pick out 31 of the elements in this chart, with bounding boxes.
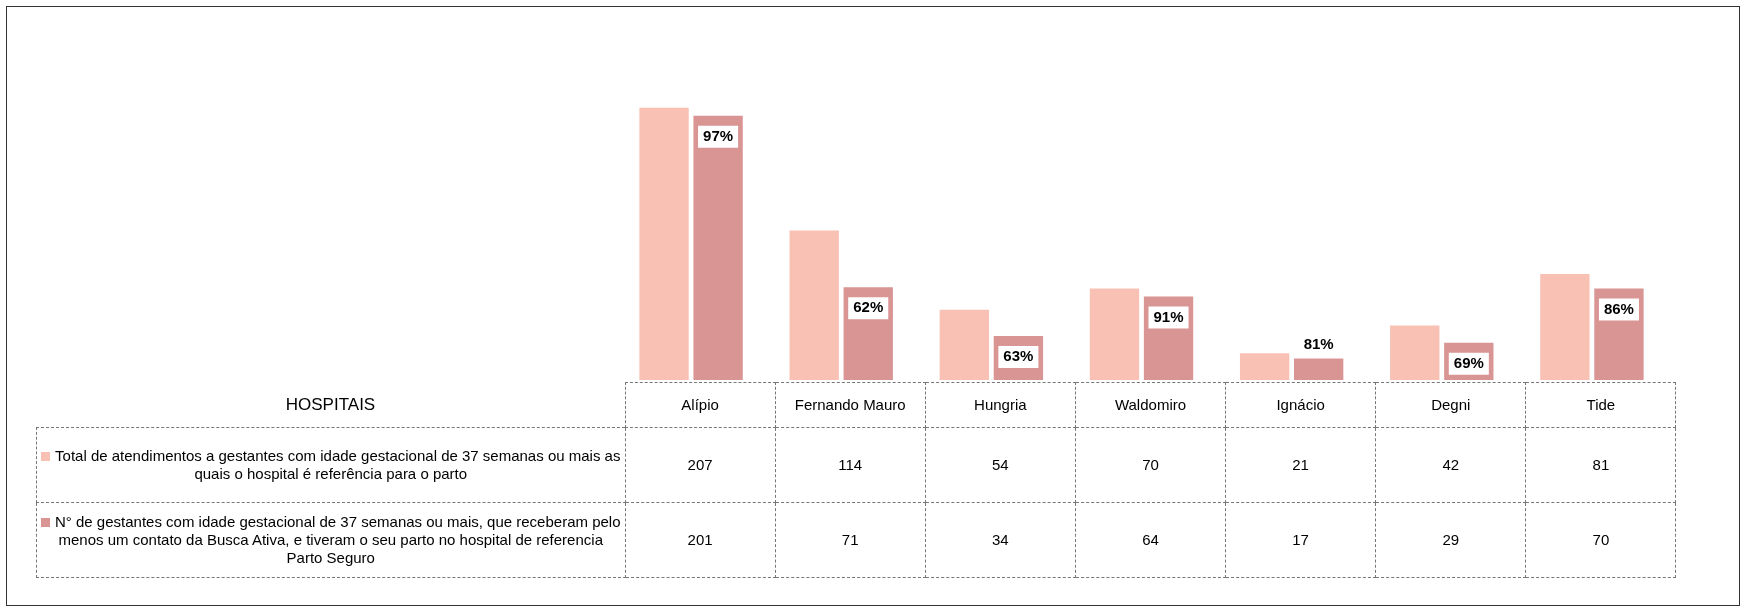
legend-label: Total de atendimentos a gestantes com idade gestacional de 37 semanas ou mais as quais o hospital é referência para o parto bbox=[36, 427, 625, 502]
x-tick-label: Ignácio bbox=[1225, 382, 1376, 427]
data-label: 207 bbox=[625, 427, 776, 502]
annotation: 62% bbox=[853, 298, 884, 316]
x-tick-label: Fernando Mauro bbox=[775, 382, 926, 427]
x-tick-label: Alípio bbox=[625, 382, 776, 427]
data-label: 114 bbox=[775, 427, 926, 502]
data-label: 71 bbox=[775, 502, 926, 577]
x-tick-label: Degni bbox=[1375, 382, 1526, 427]
annotation: 69% bbox=[1453, 353, 1484, 371]
data-label: 64 bbox=[1075, 502, 1226, 577]
annotation: 97% bbox=[703, 126, 734, 144]
data-label: 81 bbox=[1525, 427, 1676, 502]
x-tick-label: Tide bbox=[1525, 382, 1676, 427]
data-label: 201 bbox=[625, 502, 776, 577]
data-label: 29 bbox=[1375, 502, 1526, 577]
data-label: 54 bbox=[925, 427, 1076, 502]
x-tick-label: Waldomiro bbox=[1075, 382, 1226, 427]
annotation: 81% bbox=[1303, 334, 1334, 352]
data-label: 34 bbox=[925, 502, 1076, 577]
annotation: 91% bbox=[1153, 307, 1184, 325]
annotation: 86% bbox=[1603, 299, 1634, 317]
annotation: 63% bbox=[1003, 347, 1034, 365]
legend-label: N° de gestantes com idade gestacional de 37 semanas ou mais, que receberam pelo menos um contato da Busca Ativa, e tiveram o seu parto no hospital de referencia Parto Seguro bbox=[36, 502, 625, 577]
data-label: 17 bbox=[1225, 502, 1376, 577]
data-label: 70 bbox=[1525, 502, 1676, 577]
text: HOSPITAIS bbox=[284, 393, 377, 416]
data-label: 21 bbox=[1225, 427, 1376, 502]
data-label: 42 bbox=[1375, 427, 1526, 502]
data-label: 70 bbox=[1075, 427, 1226, 502]
x-tick-label: Hungria bbox=[925, 382, 1076, 427]
